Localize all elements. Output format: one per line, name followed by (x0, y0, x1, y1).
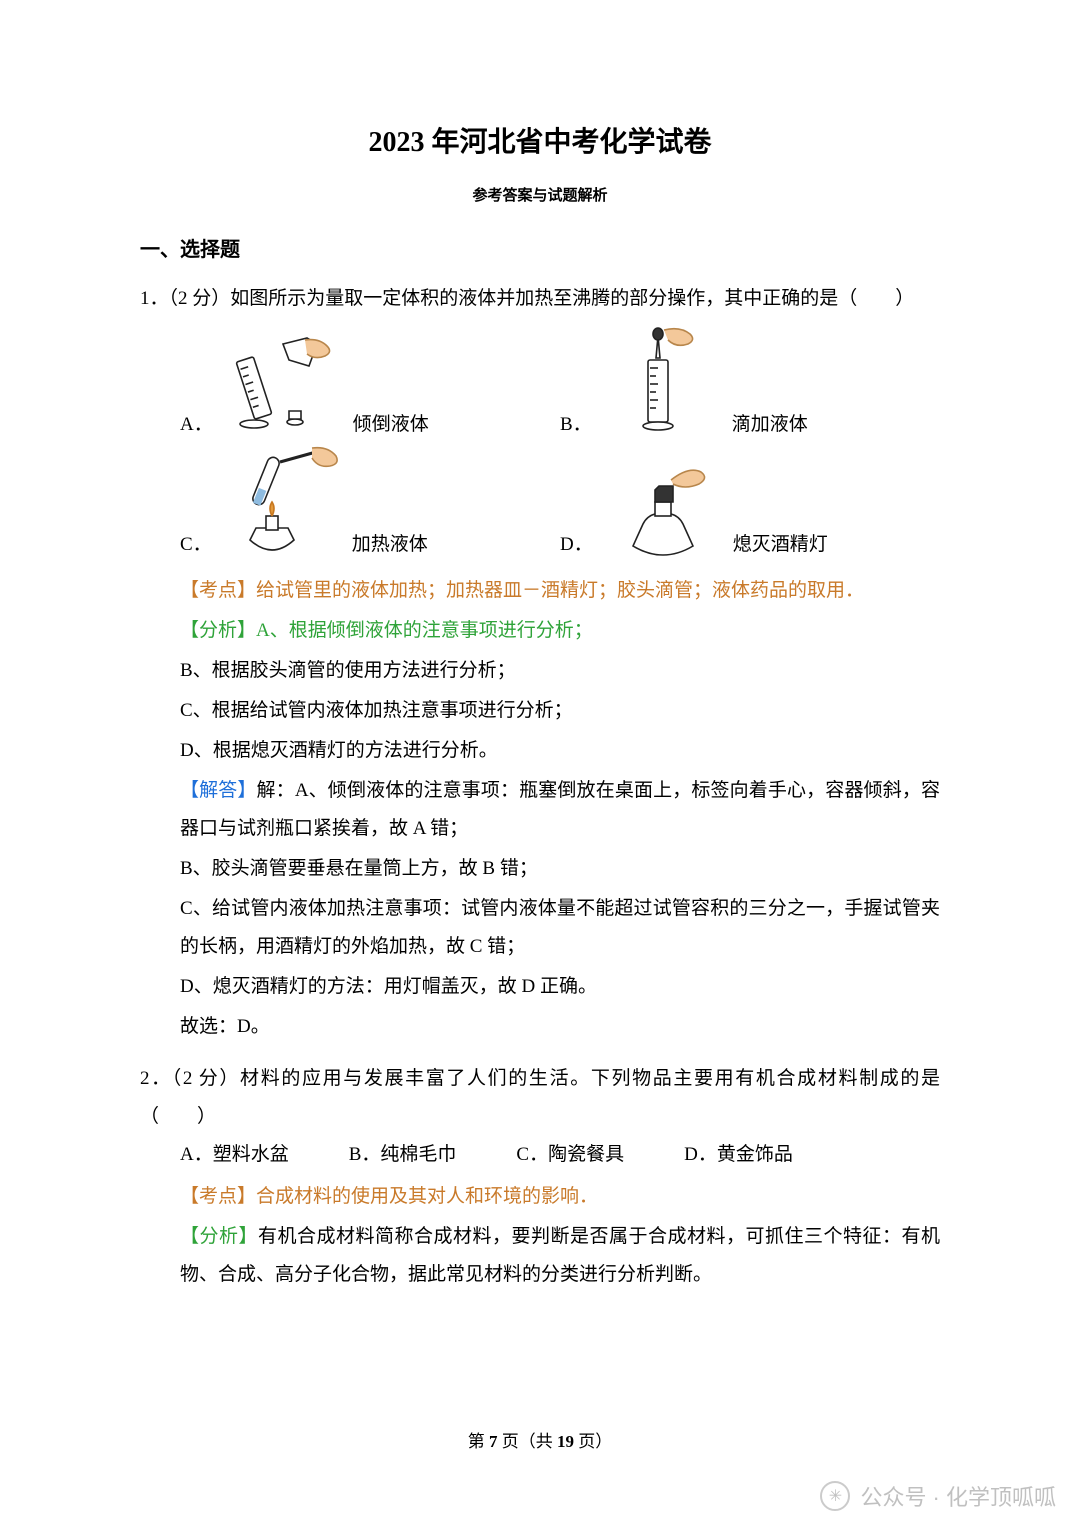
wechat-icon: ✳ (820, 1481, 850, 1511)
q1-jieda-c: C、给试管内液体加热注意事项：试管内液体量不能超过试管容积的三分之一，手握试管夹… (140, 890, 940, 966)
figure-extinguish-lamp-icon (603, 446, 723, 556)
footer-total: 19 (557, 1432, 574, 1451)
footer-page: 7 (489, 1432, 498, 1451)
jieda-text: 解：A、倾倒液体的注意事项：瓶塞倒放在桌面上，标签向着手心，容器倾斜，容器口与试… (180, 780, 940, 839)
jieda-tag: 【解答】 (180, 780, 257, 801)
q2-fenxi: 【分析】有机合成材料简称合成材料，要判断是否属于合成材料，可抓住三个特征：有机物… (140, 1218, 940, 1294)
fenxi-tag: 【分析】A、根据倾倒液体的注意事项进行分析； (180, 620, 593, 641)
figure-heat-liquid-icon (222, 446, 342, 556)
q1-option-c: C． 加热液体 (180, 446, 560, 556)
q1-fenxi-a: 【分析】A、根据倾倒液体的注意事项进行分析； (140, 612, 940, 650)
q1-fenxi-b: B、根据胶头滴管的使用方法进行分析； (140, 652, 940, 690)
q1-jieda-d: D、熄灭酒精灯的方法：用灯帽盖灭，故 D 正确。 (140, 968, 940, 1006)
page-title: 2023 年河北省中考化学试卷 (140, 120, 940, 160)
fenxi-tag: 【分析】 (180, 1226, 258, 1247)
q2-option-d: D．黄金饰品 (684, 1136, 793, 1174)
question-2: 2．（2 分）材料的应用与发展丰富了人们的生活。下列物品主要用有机合成材料制成的… (140, 1060, 940, 1294)
q1-option-a: A． (180, 326, 560, 436)
q2-option-b: B．纯棉毛巾 (349, 1136, 457, 1174)
figure-dropper-icon (602, 326, 722, 436)
q2-option-c: C．陶瓷餐具 (516, 1136, 624, 1174)
option-label: 滴加液体 (732, 409, 808, 436)
q1-option-b: B． 滴加液 (560, 326, 940, 436)
q2-options: A．塑料水盆 B．纯棉毛巾 C．陶瓷餐具 D．黄金饰品 (140, 1136, 940, 1174)
section-header: 一、选择题 (140, 233, 940, 262)
q1-kaodian: 【考点】给试管里的液体加热；加热器皿－酒精灯；胶头滴管；液体药品的取用． (140, 572, 940, 610)
footer-pre: 第 (468, 1432, 489, 1451)
figure-pour-liquid-icon (223, 326, 343, 436)
q1-answer: 故选：D。 (140, 1008, 940, 1046)
q1-jieda-a: 【解答】解：A、倾倒液体的注意事项：瓶塞倒放在桌面上，标签向着手心，容器倾斜，容… (140, 772, 940, 848)
q2-stem: 2．（2 分）材料的应用与发展丰富了人们的生活。下列物品主要用有机合成材料制成的… (140, 1060, 940, 1136)
q1-jieda-b: B、胶头滴管要垂悬在量筒上方，故 B 错； (140, 850, 940, 888)
q1-fenxi-c: C、根据给试管内液体加热注意事项进行分析； (140, 692, 940, 730)
page-subtitle: 参考答案与试题解析 (140, 184, 940, 205)
option-letter: C． (180, 529, 212, 556)
option-letter: B． (560, 409, 592, 436)
option-label: 加热液体 (352, 529, 428, 556)
option-label: 熄灭酒精灯 (733, 529, 828, 556)
q1-stem: 1．（2 分）如图所示为量取一定体积的液体并加热至沸腾的部分操作，其中正确的是（… (140, 280, 940, 318)
option-letter: A． (180, 409, 213, 436)
q2-kaodian: 【考点】合成材料的使用及其对人和环境的影响． (140, 1178, 940, 1216)
q1-options: A． (140, 326, 940, 566)
watermark-label: 公众号 · 化学顶呱呱 (860, 1480, 1056, 1512)
page-footer: 第 7 页（共 19 页） (0, 1427, 1080, 1452)
q2-option-a: A．塑料水盆 (180, 1136, 289, 1174)
q1-option-d: D． 熄灭酒精灯 (560, 446, 940, 556)
question-1: 1．（2 分）如图所示为量取一定体积的液体并加热至沸腾的部分操作，其中正确的是（… (140, 280, 940, 1046)
option-label: 倾倒液体 (353, 409, 429, 436)
q1-fenxi-d: D、根据熄灭酒精灯的方法进行分析。 (140, 732, 940, 770)
footer-mid: 页（共 (498, 1432, 558, 1451)
fenxi-text: 有机合成材料简称合成材料，要判断是否属于合成材料，可抓住三个特征：有机物、合成、… (180, 1226, 940, 1285)
option-letter: D． (560, 529, 593, 556)
watermark: ✳ 公众号 · 化学顶呱呱 (820, 1480, 1056, 1512)
footer-post: 页） (574, 1432, 612, 1451)
